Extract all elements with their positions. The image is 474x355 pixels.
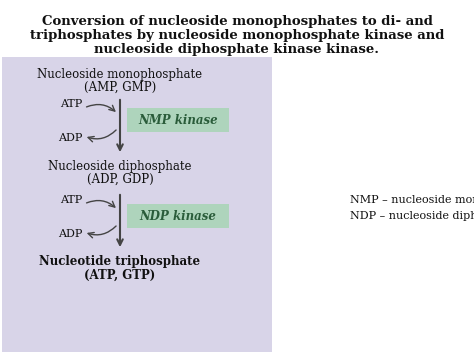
Text: triphosphates by nucleoside monophosphate kinase and: triphosphates by nucleoside monophosphat… [30,29,444,42]
FancyBboxPatch shape [2,57,272,352]
Text: Nucleoside diphosphate: Nucleoside diphosphate [48,160,192,173]
Text: (ATP, GTP): (ATP, GTP) [84,269,155,282]
FancyBboxPatch shape [127,108,229,132]
FancyBboxPatch shape [127,204,229,228]
Text: ATP: ATP [60,99,82,109]
Text: nucleoside diphosphate kinase kinase.: nucleoside diphosphate kinase kinase. [94,43,380,56]
Text: ADP: ADP [58,133,82,143]
Text: NDP – nucleoside diphosphate: NDP – nucleoside diphosphate [350,211,474,221]
Text: NMP kinase: NMP kinase [138,114,218,126]
Text: NDP kinase: NDP kinase [139,209,217,223]
Text: NMP – nucleoside monophosphate: NMP – nucleoside monophosphate [350,195,474,205]
Text: Nucleotide triphosphate: Nucleotide triphosphate [39,255,201,268]
Text: ATP: ATP [60,195,82,205]
Text: Nucleoside monophosphate: Nucleoside monophosphate [37,68,202,81]
Text: ADP: ADP [58,229,82,239]
Text: (ADP, GDP): (ADP, GDP) [87,173,154,186]
Text: (AMP, GMP): (AMP, GMP) [84,81,156,94]
Text: Conversion of nucleoside monophosphates to di- and: Conversion of nucleoside monophosphates … [42,15,432,28]
